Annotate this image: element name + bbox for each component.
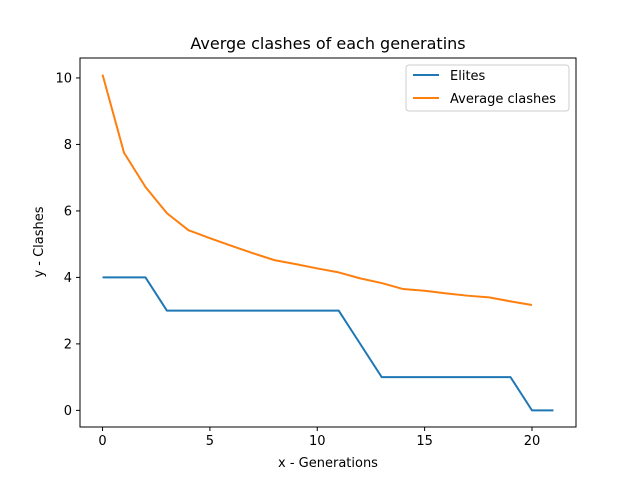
plot-area xyxy=(101,74,554,412)
y-tick-label: 2 xyxy=(64,337,72,352)
plot-frame xyxy=(79,57,577,428)
x-tick-label: 20 xyxy=(524,434,541,449)
y-tick-label: 4 xyxy=(64,271,72,286)
legend-box xyxy=(405,64,570,112)
x-axis: 0 5 10 15 20 xyxy=(98,427,540,449)
series-line-average-clashes xyxy=(101,74,533,306)
x-tick-label: 15 xyxy=(416,434,433,449)
series-line-elites xyxy=(102,276,554,412)
chart-title: Averge clashes of each generatins xyxy=(190,34,465,53)
legend-label-elites: Elites xyxy=(450,69,486,84)
y-tick-label: 10 xyxy=(55,71,72,86)
y-tick-label: 0 xyxy=(64,404,72,419)
y-axis: 0 2 4 6 8 10 xyxy=(55,71,80,419)
y-tick-label: 6 xyxy=(64,204,72,219)
legend-label-average-clashes: Average clashes xyxy=(450,92,556,107)
x-tick-label: 5 xyxy=(206,434,214,449)
y-tick-label: 8 xyxy=(64,138,72,153)
x-tick-label: 0 xyxy=(98,434,106,449)
legend: Elites Average clashes xyxy=(405,64,570,112)
x-tick-label: 10 xyxy=(309,434,326,449)
x-axis-label: x - Generations xyxy=(278,456,378,471)
y-axis-label: y - Clashes xyxy=(32,206,47,277)
